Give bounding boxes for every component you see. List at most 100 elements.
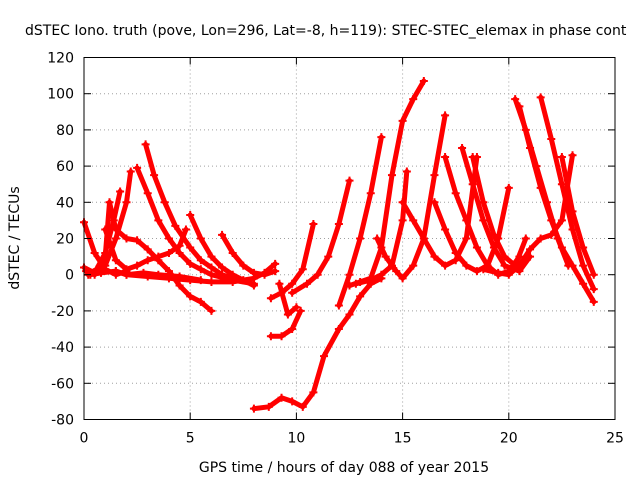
data-point xyxy=(557,153,566,162)
y-tick-label: 100 xyxy=(47,87,74,103)
data-point xyxy=(288,397,297,406)
x-tick-label: 25 xyxy=(606,431,624,447)
data-point xyxy=(90,248,99,257)
data-point xyxy=(122,270,131,279)
data-point xyxy=(377,133,386,142)
data-point xyxy=(111,234,120,243)
data-point xyxy=(536,93,545,102)
data-point xyxy=(303,279,312,288)
data-point xyxy=(402,167,411,176)
data-point xyxy=(228,270,237,279)
data-point xyxy=(536,183,545,192)
data-point xyxy=(111,256,120,265)
data-point xyxy=(479,265,488,274)
data-point xyxy=(111,225,120,234)
data-point xyxy=(489,243,498,252)
data-point xyxy=(154,252,163,261)
data-point xyxy=(472,243,481,252)
data-point xyxy=(441,261,450,270)
y-tick-label: -20 xyxy=(51,304,74,320)
x-tick-label: 20 xyxy=(500,431,518,447)
data-point xyxy=(207,270,216,279)
data-point xyxy=(451,256,460,265)
data-point xyxy=(271,267,280,276)
data-point xyxy=(218,230,227,239)
data-point xyxy=(451,189,460,198)
data-pass-19 xyxy=(374,112,448,281)
data-point xyxy=(547,230,556,239)
data-point xyxy=(356,234,365,243)
data-point xyxy=(579,243,588,252)
data-point xyxy=(557,180,566,189)
data-point xyxy=(101,261,110,270)
data-point xyxy=(171,221,180,230)
data-point xyxy=(479,198,488,207)
y-tick-label: 40 xyxy=(56,195,74,211)
data-point xyxy=(521,234,530,243)
data-point xyxy=(504,183,513,192)
data-point xyxy=(589,297,598,306)
data-point xyxy=(398,216,407,225)
data-pass-4 xyxy=(85,199,214,314)
data-point xyxy=(441,153,450,162)
data-point xyxy=(345,281,354,290)
data-point xyxy=(441,111,450,120)
data-point xyxy=(296,306,305,315)
data-point xyxy=(196,276,205,285)
data-point xyxy=(207,306,216,315)
data-point xyxy=(557,243,566,252)
data-point xyxy=(260,270,269,279)
data-point xyxy=(298,402,307,411)
data-point xyxy=(504,270,513,279)
data-point xyxy=(479,216,488,225)
data-point xyxy=(164,248,173,257)
data-pass-14 xyxy=(251,275,384,412)
data-point xyxy=(133,236,142,245)
data-point xyxy=(249,268,258,277)
data-point xyxy=(143,245,152,254)
data-point xyxy=(334,301,343,310)
data-point xyxy=(381,252,390,261)
data-pass-20 xyxy=(400,154,480,269)
data-point xyxy=(356,292,365,301)
data-point xyxy=(430,252,439,261)
data-point xyxy=(500,252,509,261)
data-point xyxy=(373,234,382,243)
data-point xyxy=(150,171,159,180)
data-point xyxy=(143,256,152,265)
data-point xyxy=(264,402,273,411)
data-point xyxy=(458,144,467,152)
data-point xyxy=(579,261,588,270)
data-point xyxy=(266,332,275,341)
data-point xyxy=(511,95,520,104)
data-pass-24 xyxy=(470,154,529,269)
data-pass-12 xyxy=(268,308,304,339)
data-point xyxy=(218,270,227,279)
data-point xyxy=(218,263,227,272)
data-point xyxy=(111,267,120,276)
data-point xyxy=(288,325,297,333)
data-point xyxy=(175,281,184,290)
data-point xyxy=(345,310,354,319)
data-point xyxy=(122,234,131,243)
data-pass-29 xyxy=(559,154,597,278)
data-point xyxy=(441,225,450,234)
data-point xyxy=(451,248,460,257)
data-point xyxy=(271,259,280,268)
data-point xyxy=(366,276,375,285)
data-point xyxy=(462,234,471,243)
data-point xyxy=(139,268,148,277)
data-point xyxy=(164,234,173,243)
data-point xyxy=(568,207,577,216)
data-point xyxy=(126,167,135,176)
data-point xyxy=(579,279,588,288)
data-point xyxy=(345,176,354,185)
data-point xyxy=(468,180,477,189)
data-point xyxy=(419,77,428,86)
data-point xyxy=(462,261,471,270)
data-point xyxy=(536,234,545,243)
data-point xyxy=(387,171,396,180)
data-point xyxy=(207,263,216,272)
data-point xyxy=(468,153,477,162)
